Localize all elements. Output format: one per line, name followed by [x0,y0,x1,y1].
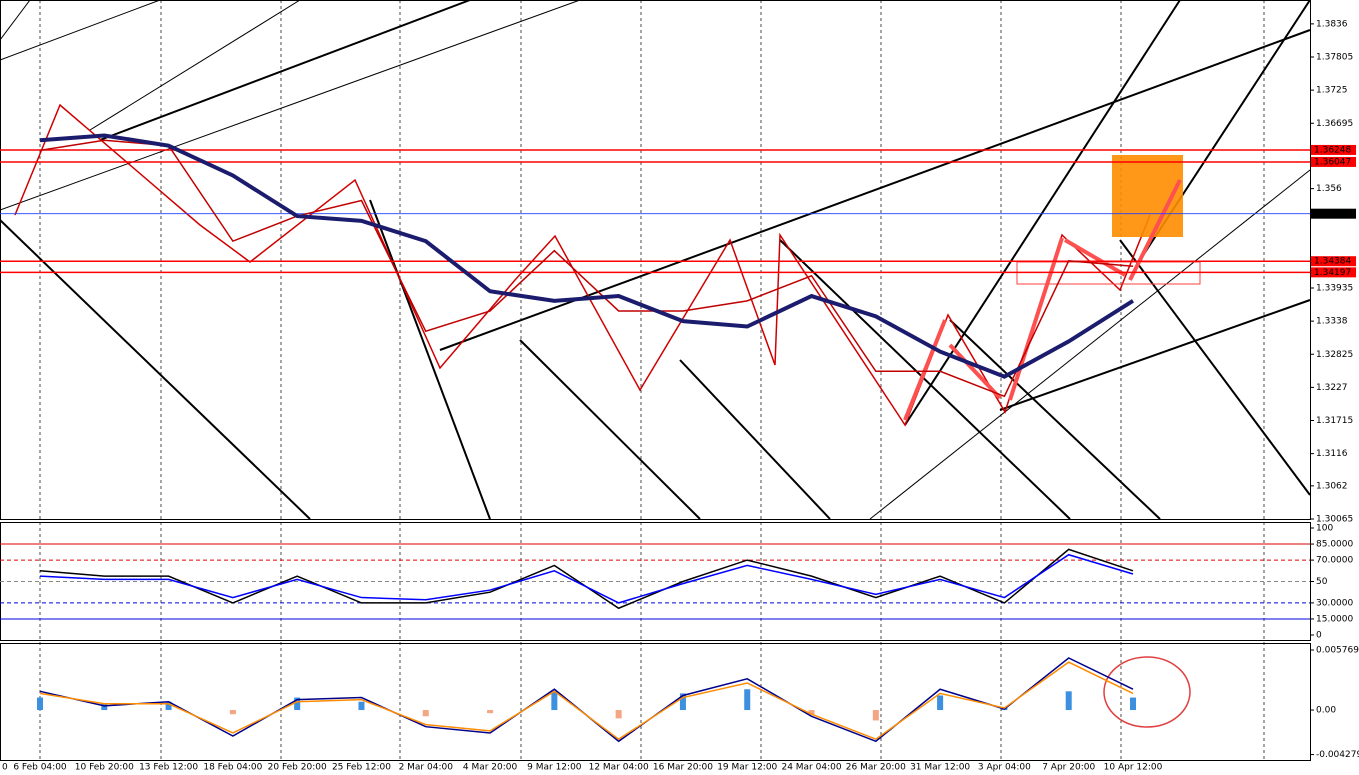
histogram-bar [808,710,815,715]
x-tick-label: 24 Mar 04:00 [781,763,841,773]
x-tick-label: 4 Mar 20:00 [463,763,518,773]
y-tick-label: 0.0057697 [1316,645,1359,655]
y-tick-label: -0.004279 [1316,750,1359,760]
y-tick-label: 1.31715 [1316,416,1353,426]
x-tick-label: 31 Mar 12:00 [910,763,970,773]
x-tick-label: 25 Feb 12:00 [332,763,391,773]
x-tick-label: 7 Apr 20:00 [1042,763,1095,773]
level-label: 1.36248 [1314,145,1351,155]
y-tick-label: 1.3227 [1316,383,1348,393]
series-line [39,133,1135,379]
y-tick-label: 15.0000 [1316,614,1353,624]
histogram-bar [1065,691,1072,711]
x-tick-label: 2 Mar 04:00 [399,763,454,773]
level-label-bg [1311,144,1356,155]
level-label: 1.34197 [1314,268,1351,278]
x-tick-label: 10 Apr 12:00 [1104,763,1163,773]
y-tick-label: 70.0000 [1316,556,1353,566]
histogram-bar [679,693,686,711]
y-tick-label: 1.3116 [1316,449,1348,459]
level-label: 1.34384 [1314,257,1351,267]
y-tick-label: 1.3836 [1316,19,1348,29]
y-tick-label: 1.37805 [1316,53,1353,63]
y-tick-label: 0 [1316,631,1322,641]
series-line [39,661,1134,741]
trend-lines [0,0,1311,520]
y-tick-label: 1.33935 [1316,284,1353,294]
series-line [39,139,1134,398]
y-tick-label: 0.00 [1316,706,1336,716]
level-label-bg [1311,208,1356,219]
histogram-bar [551,691,558,711]
y-tick-label: 50 [1316,577,1328,587]
series-line [39,548,1134,610]
y-tick-label: 30.0000 [1316,598,1353,608]
level-label-bg [1311,156,1356,167]
x-tick-label: 16 Mar 20:00 [653,763,713,773]
x-tick-label: 20 Feb 20:00 [268,763,327,773]
x-tick-label: 12 Mar 04:00 [589,763,649,773]
y-tick-label: 1.30065 [1316,515,1353,525]
x-tick-label: 3 Apr 04:00 [978,763,1031,773]
highlight-circle [1103,656,1191,728]
arrows [903,179,1182,421]
x-tick-label: 19 Mar 12:00 [717,763,777,773]
y-tick-label: 1.36695 [1316,119,1353,129]
panels [0,0,1311,761]
y-tick-label: 1.3725 [1316,86,1348,96]
histogram-bar [615,710,622,719]
x-tick-label: 6 Feb 04:00 [13,763,67,773]
histogram-bar [422,710,429,717]
x-tick-label: 18 Feb 04:00 [203,763,262,773]
histogram-bar [101,703,108,711]
histogram-bar [744,689,751,711]
x-tick-label: 13 Feb 12:00 [139,763,198,773]
histogram-bar [937,695,944,711]
histogram-bar [165,701,172,711]
y-tick-label: 100 [1316,524,1333,534]
histogram-bar [294,697,301,711]
y-tick-label: 1.3338 [1316,317,1348,327]
series-line [39,553,1134,604]
y-tick-label: 85.0000 [1316,540,1353,550]
histogram-bar [37,697,43,711]
histogram-bar [487,710,494,714]
histogram-bar [872,710,879,721]
x-tick-cropped: 0 [2,763,8,773]
y-tick-label: 1.356 [1316,184,1342,194]
level-label-bg [1311,256,1356,267]
x-tick-label: 10 Feb 20:00 [75,763,134,773]
y-tick-label: 1.32825 [1316,350,1353,360]
level-label-bg [1311,267,1356,278]
level-label: 1.3518 [1314,209,1346,219]
level-label: 1.36047 [1314,157,1351,167]
histogram-bar [358,701,365,711]
histogram-bar [1130,697,1136,711]
time-grid [39,0,1265,760]
x-tick-label: 9 Mar 12:00 [527,763,582,773]
x-tick-label: 26 Mar 20:00 [846,763,906,773]
histogram-bar [229,710,236,715]
y-tick-label: 1.3062 [1316,481,1348,491]
